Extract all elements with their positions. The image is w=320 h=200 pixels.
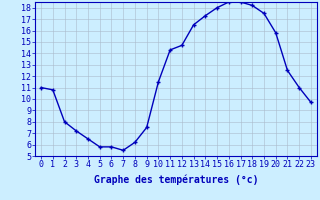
X-axis label: Graphe des températures (°c): Graphe des températures (°c) <box>94 175 258 185</box>
